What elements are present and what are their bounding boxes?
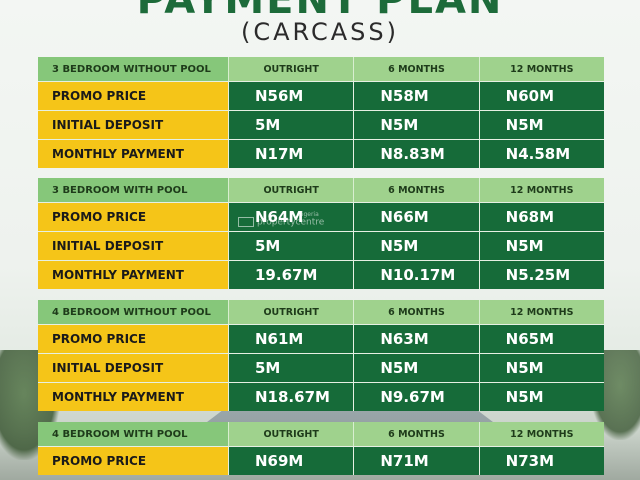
- column-header-outright: OUTRIGHT: [228, 178, 354, 202]
- price-cell: N58M: [353, 82, 479, 110]
- column-header-6-months: 6 MONTHS: [353, 57, 479, 81]
- price-cell: N5M: [478, 232, 604, 260]
- table-row: INITIAL DEPOSIT 5M N5M N5M: [38, 231, 604, 260]
- price-cell: N56M: [228, 82, 354, 110]
- row-label-promo-price: PROMO PRICE: [38, 82, 228, 110]
- price-cell: N8.83M: [353, 140, 479, 168]
- price-cell: N18.67M: [228, 383, 354, 411]
- price-cell: 19.67M: [228, 261, 354, 289]
- row-label-promo-price: PROMO PRICE: [38, 447, 228, 475]
- price-cell: N64M: [228, 203, 354, 231]
- price-cell: N5M: [353, 111, 479, 139]
- column-header-outright: OUTRIGHT: [228, 57, 354, 81]
- row-label-promo-price: PROMO PRICE: [38, 325, 228, 353]
- price-cell: N5M: [353, 354, 479, 382]
- column-header-12-months: 12 MONTHS: [478, 57, 604, 81]
- table-row: PROMO PRICE N61M N63M N65M: [38, 324, 604, 353]
- table-row: INITIAL DEPOSIT 5M N5M N5M: [38, 110, 604, 139]
- price-cell: N5M: [478, 111, 604, 139]
- price-cell: N61M: [228, 325, 354, 353]
- price-cell: N5M: [478, 354, 604, 382]
- section-title: 3 BEDROOM WITHOUT POOL: [38, 57, 228, 81]
- table-row: PROMO PRICE N56M N58M N60M: [38, 81, 604, 110]
- page-subtitle: (CARCASS): [240, 18, 400, 46]
- column-header-outright: OUTRIGHT: [228, 422, 354, 446]
- price-cell: N66M: [353, 203, 479, 231]
- price-cell: 5M: [228, 232, 354, 260]
- table-row: PROMO PRICE N64M N66M N68M: [38, 202, 604, 231]
- section-header: 3 BEDROOM WITH POOL OUTRIGHT 6 MONTHS 12…: [38, 178, 604, 202]
- row-label-promo-price: PROMO PRICE: [38, 203, 228, 231]
- section-header: 3 BEDROOM WITHOUT POOL OUTRIGHT 6 MONTHS…: [38, 57, 604, 81]
- price-cell: N71M: [353, 447, 479, 475]
- price-cell: N9.67M: [353, 383, 479, 411]
- row-label-initial-deposit: INITIAL DEPOSIT: [38, 111, 228, 139]
- column-header-6-months: 6 MONTHS: [353, 300, 479, 324]
- column-header-outright: OUTRIGHT: [228, 300, 354, 324]
- price-cell: N4.58M: [478, 140, 604, 168]
- page-title: PAYMENT PLAN: [136, 0, 504, 23]
- section-title: 3 BEDROOM WITH POOL: [38, 178, 228, 202]
- table-row: INITIAL DEPOSIT 5M N5M N5M: [38, 353, 604, 382]
- row-label-initial-deposit: INITIAL DEPOSIT: [38, 354, 228, 382]
- price-cell: N73M: [478, 447, 604, 475]
- price-cell: 5M: [228, 111, 354, 139]
- row-label-monthly-payment: MONTHLY PAYMENT: [38, 140, 228, 168]
- table-row: PROMO PRICE N69M N71M N73M: [38, 446, 604, 475]
- row-label-initial-deposit: INITIAL DEPOSIT: [38, 232, 228, 260]
- price-cell: 5M: [228, 354, 354, 382]
- column-header-12-months: 12 MONTHS: [478, 300, 604, 324]
- table-row: MONTHLY PAYMENT N18.67M N9.67M N5M: [38, 382, 604, 411]
- price-cell: N60M: [478, 82, 604, 110]
- column-header-12-months: 12 MONTHS: [478, 178, 604, 202]
- price-cell: N5M: [478, 383, 604, 411]
- section-4bed-no-pool: 4 BEDROOM WITHOUT POOL OUTRIGHT 6 MONTHS…: [38, 300, 604, 411]
- section-3bed-no-pool: 3 BEDROOM WITHOUT POOL OUTRIGHT 6 MONTHS…: [38, 57, 604, 168]
- column-header-12-months: 12 MONTHS: [478, 422, 604, 446]
- price-cell: N10.17M: [353, 261, 479, 289]
- price-cell: N65M: [478, 325, 604, 353]
- column-header-6-months: 6 MONTHS: [353, 422, 479, 446]
- column-header-6-months: 6 MONTHS: [353, 178, 479, 202]
- table-row: MONTHLY PAYMENT 19.67M N10.17M N5.25M: [38, 260, 604, 289]
- section-title: 4 BEDROOM WITH POOL: [38, 422, 228, 446]
- table-row: MONTHLY PAYMENT N17M N8.83M N4.58M: [38, 139, 604, 168]
- price-cell: N5.25M: [478, 261, 604, 289]
- price-cell: N17M: [228, 140, 354, 168]
- section-header: 4 BEDROOM WITHOUT POOL OUTRIGHT 6 MONTHS…: [38, 300, 604, 324]
- price-cell: N68M: [478, 203, 604, 231]
- section-4bed-with-pool: 4 BEDROOM WITH POOL OUTRIGHT 6 MONTHS 12…: [38, 422, 604, 475]
- section-title: 4 BEDROOM WITHOUT POOL: [38, 300, 228, 324]
- price-cell: N69M: [228, 447, 354, 475]
- row-label-monthly-payment: MONTHLY PAYMENT: [38, 261, 228, 289]
- price-cell: N5M: [353, 232, 479, 260]
- section-3bed-with-pool: 3 BEDROOM WITH POOL OUTRIGHT 6 MONTHS 12…: [38, 178, 604, 289]
- price-cell: N63M: [353, 325, 479, 353]
- section-header: 4 BEDROOM WITH POOL OUTRIGHT 6 MONTHS 12…: [38, 422, 604, 446]
- row-label-monthly-payment: MONTHLY PAYMENT: [38, 383, 228, 411]
